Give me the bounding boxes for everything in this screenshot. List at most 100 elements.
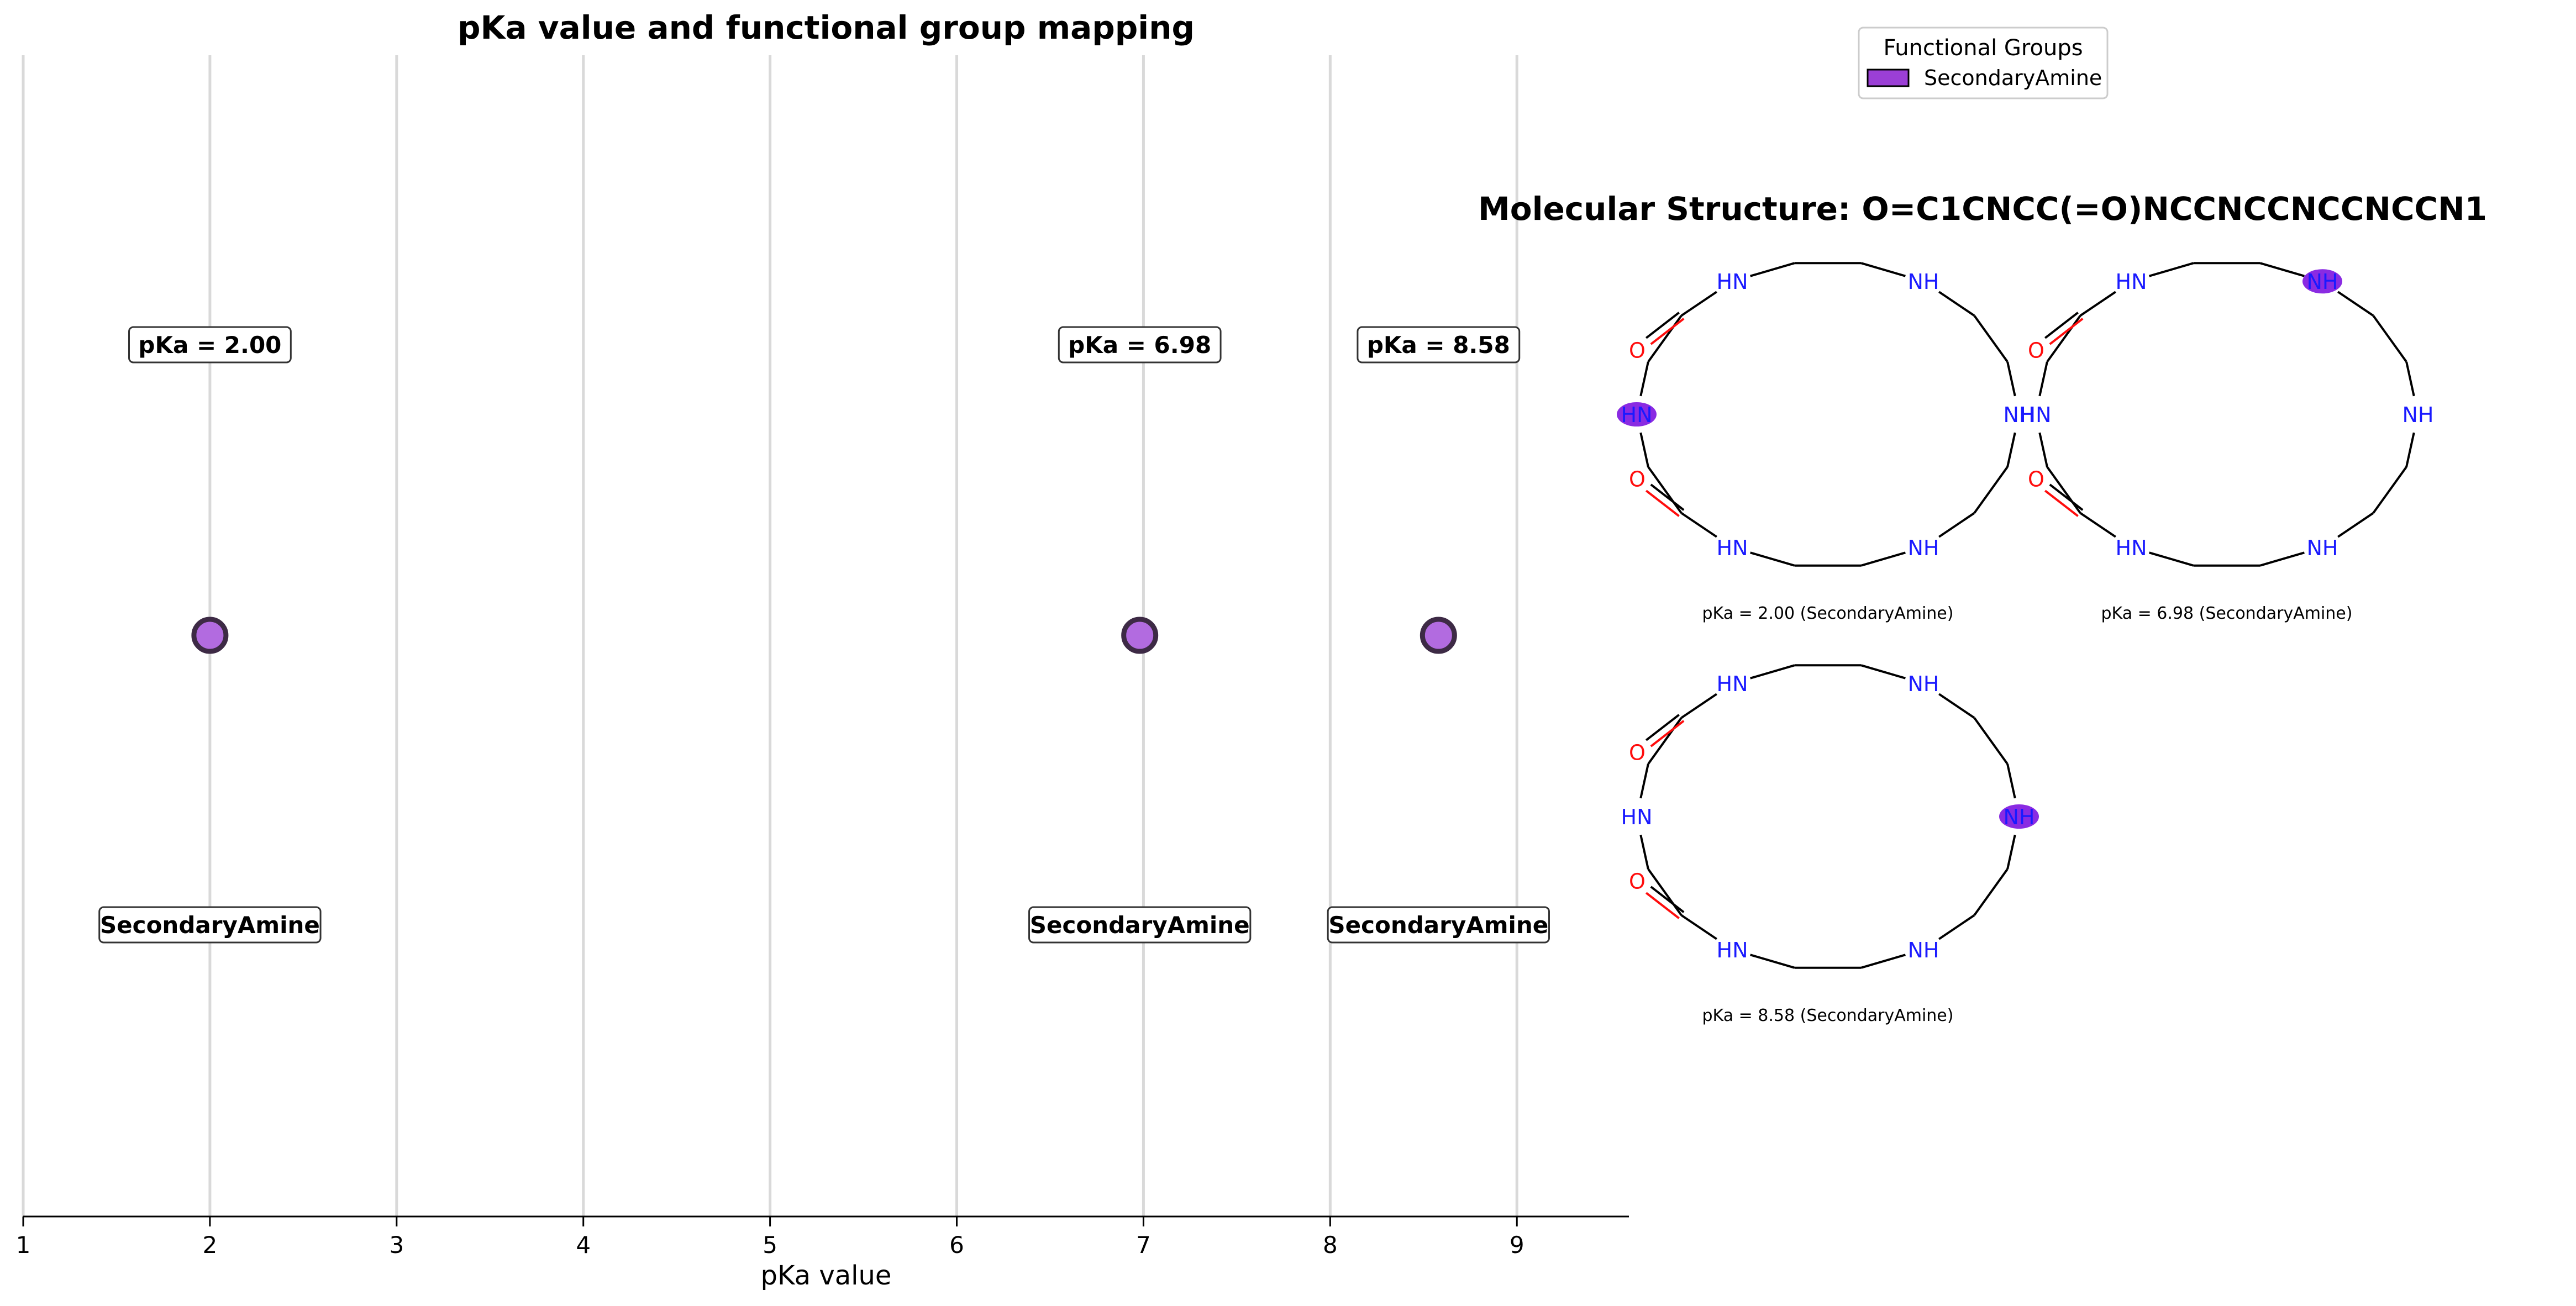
highlight-marker [2302,269,2342,294]
pka-label: pKa = 2.00 [138,331,281,359]
oxygen-atom: O [1629,338,1646,362]
nitrogen-atom: HN [1717,536,1748,560]
bond [1938,512,1975,538]
bond [2337,291,2374,317]
bond [1860,551,1906,567]
bond [1647,466,1683,514]
bond [1938,693,1975,719]
group-label-frame [1028,906,1252,944]
nitrogen-atom: NH [1908,672,1939,696]
nitrogen-atom: NH [2307,536,2338,560]
double-bond [1650,318,1685,345]
oxygen-atom: O [2028,338,2044,362]
x-tick-label: 7 [1136,1231,1151,1258]
nitrogen-atom: HN [2116,270,2147,294]
bond [2259,262,2305,277]
double-bond [1650,720,1685,747]
nitrogen-atom: HN [2020,403,2052,427]
bond [2006,432,2016,467]
bond [1750,262,1795,277]
bond [1647,868,1683,916]
data-point [1121,617,1159,654]
highlight-marker [1617,402,1657,426]
x-tick-label: 1 [16,1231,31,1258]
double-bond [1645,312,1680,339]
bond [1750,954,1795,969]
x-tick-label: 9 [1510,1231,1524,1258]
bond [2149,551,2194,567]
nitrogen-atom: NH [1908,938,1939,962]
bond [2038,432,2048,467]
pka-label-box: pKa = 6.98 [1058,326,1222,364]
bond [1750,664,1795,680]
molecule-panel: O O NH NH NH HN HN HN pKa = 8.58 (SecondaryAmine… [1621,664,2039,1025]
bond [2046,315,2081,363]
oxygen-atom: O [1629,467,1646,492]
double-bond [2044,489,2079,517]
nitrogen-atom: HN [2116,536,2147,560]
bond [1860,262,1906,277]
bond [1938,914,1975,940]
double-bond [1645,489,1680,517]
group-label-box: SecondaryAmine [1028,906,1252,944]
nitrogen-atom: NH [1908,270,1939,294]
x-axis-label: pKa value [761,1260,892,1291]
group-label-box: SecondaryAmine [1327,906,1550,944]
nitrogen-atom: NH [2004,403,2035,427]
group-label: SecondaryAmine [1030,912,1250,939]
bond [1680,693,1717,719]
bond [1973,868,2009,916]
bond [1639,834,1649,870]
double-bond [1650,483,1685,511]
bond [1860,664,1906,680]
bond [2405,432,2415,467]
grid-lines [22,55,1518,1217]
bond [1639,763,1649,799]
chart-title: pKa value and functional group mapping [458,9,1195,46]
structure-caption: pKa = 8.58 (SecondaryAmine) [1702,1006,1954,1025]
group-label-box: SecondaryAmine [98,906,322,944]
nitrogen-atom: HN [1717,672,1748,696]
double-bond [1645,714,1680,741]
molecule-panel: O O NH NH NH HN HN HN pKa = 6.98 (SecondaryAmine… [2020,262,2434,623]
bond [2006,763,2016,799]
nitrogen-atom: NH [2307,270,2338,294]
legend-swatch [1867,69,1910,87]
oxygen-atom: O [1629,870,1646,894]
structure-caption: pKa = 2.00 (SecondaryAmine) [1702,604,1954,623]
bond [2372,466,2407,514]
nitrogen-atom: HN [1717,270,1748,294]
group-label: SecondaryAmine [100,912,320,939]
bond [2079,512,2116,538]
bond [2405,361,2415,397]
nitrogen-atom: NH [2004,805,2035,829]
bond [1680,512,1717,538]
bond [2337,512,2374,538]
nitrogen-atom: HN [1621,805,1653,829]
nitrogen-atom: NH [2402,403,2434,427]
oxygen-atom: O [2028,467,2044,492]
bond [1680,914,1717,940]
molecule-panel: O O NH NH NH HN HN HN pKa = 2.00 (SecondaryAmine… [1617,262,2035,623]
x-tick-label: 5 [763,1231,777,1258]
group-label-frame [98,906,322,944]
x-tick-label: 4 [576,1231,591,1258]
bond [1938,291,1975,317]
group-label: SecondaryAmine [1328,912,1548,939]
bond [2372,315,2407,363]
double-bond [2044,312,2079,339]
highlight-marker [1999,804,2039,829]
bond [1639,432,1649,467]
x-tick-label: 3 [389,1231,404,1258]
x-tick-label: 6 [949,1231,964,1258]
legend-title: Functional Groups [1883,35,2083,61]
pka-label-frame [1058,326,1222,364]
bond [1639,361,1649,397]
bond [1750,551,1795,567]
data-points: pKa = 2.00 SecondaryAmine pKa = 6.98 Second… [98,326,1550,944]
x-axis: 1 2 3 4 5 6 7 8 9 [16,1215,1629,1258]
double-bond [2049,483,2084,511]
bond [1973,466,2009,514]
